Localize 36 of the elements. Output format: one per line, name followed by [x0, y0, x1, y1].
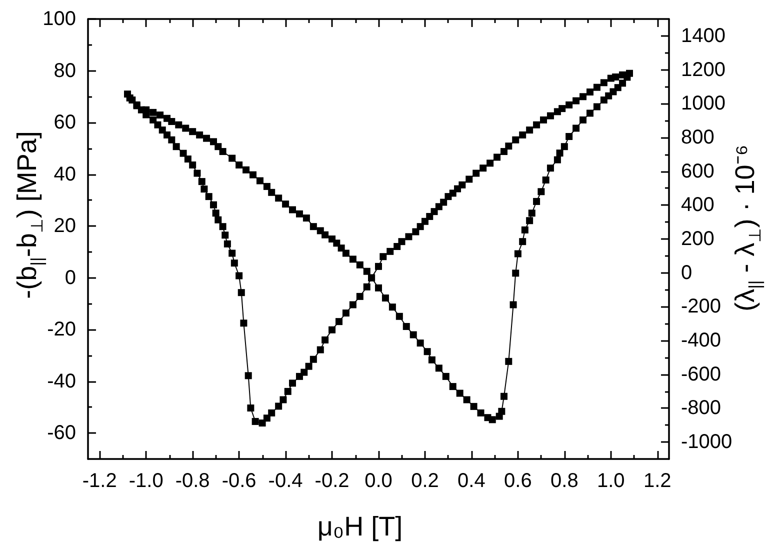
y2-tick-label: 1400 [681, 24, 726, 47]
y2-tick-label: -800 [681, 397, 722, 420]
x-tick-label: -0.4 [268, 470, 303, 492]
y2-tick-label: -400 [681, 330, 722, 352]
y2-tick-label: 0 [681, 262, 692, 284]
y-tick-label: 80 [54, 60, 76, 82]
y-tick-label: 0 [64, 266, 76, 289]
x-tick-label: -1.0 [128, 470, 164, 492]
x-tick-label: 0.8 [550, 470, 578, 492]
y-tick-label: -60 [47, 422, 76, 444]
y2-tick-label: -200 [681, 296, 722, 318]
y-tick-label: 60 [54, 112, 76, 134]
x-tick-label: -0.8 [175, 470, 210, 492]
y-tick-label: 40 [54, 163, 76, 186]
x-tick-label: 0.2 [411, 470, 439, 492]
x-tick-label: 1.0 [596, 470, 625, 492]
x-tick-label: 0.6 [504, 470, 532, 492]
y2-tick-label: 200 [681, 228, 714, 250]
y2-tick-label: 400 [681, 194, 714, 216]
x-tick-label: 0.0 [364, 470, 392, 492]
y2-tick-label: 1000 [681, 92, 726, 115]
x-axis-title: μ₀H [T] [317, 512, 403, 542]
x-tick-label: 1.2 [643, 470, 672, 492]
y-tick-label: 100 [42, 8, 76, 30]
y-tick-label: -40 [47, 370, 76, 392]
x-tick-label: -0.6 [222, 470, 256, 492]
x-tick-label: 0.4 [458, 470, 486, 492]
x-tick-label: -0.2 [314, 470, 350, 492]
y-tick-label: -20 [47, 318, 76, 341]
y2-tick-label: 600 [681, 160, 714, 182]
y2-tick-label: 1200 [681, 58, 726, 81]
y2-tick-label: 800 [681, 126, 714, 148]
y-tick-label: 20 [54, 215, 76, 238]
y2-tick-label: -1000 [681, 431, 732, 454]
x-tick-label: -1.2 [82, 470, 117, 492]
y2-tick-label: -600 [681, 363, 722, 386]
